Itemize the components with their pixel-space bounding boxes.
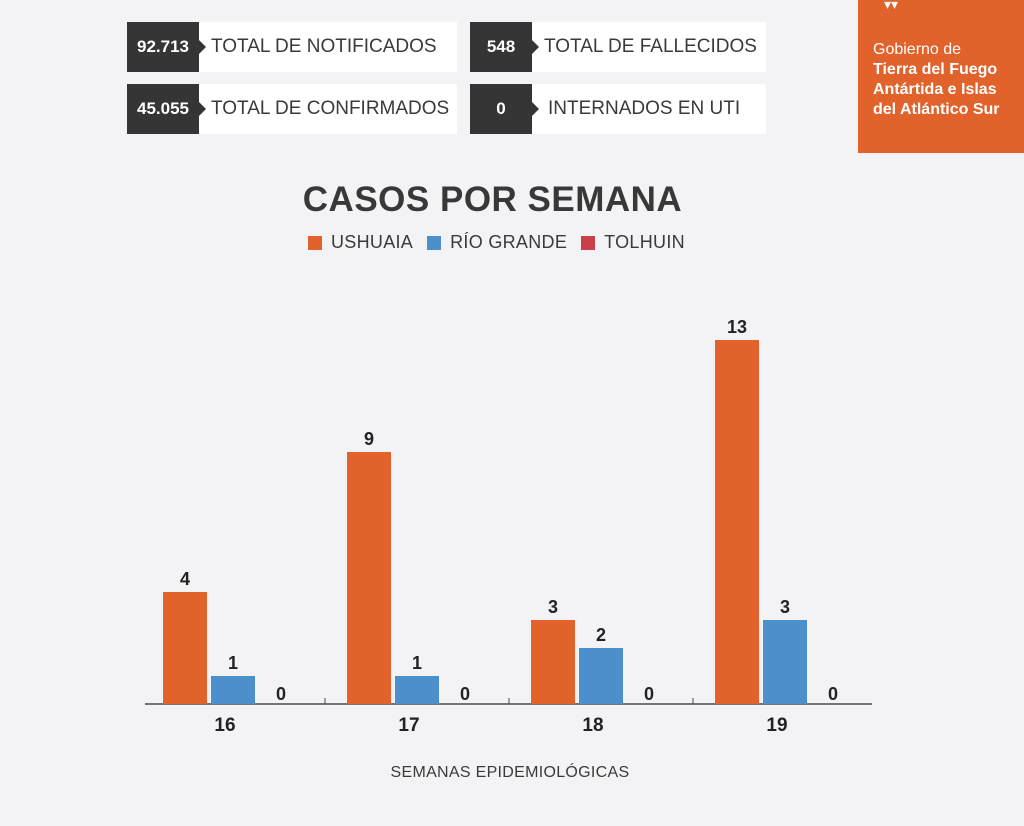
legend-item-ushuaia: USHUAIA	[308, 232, 413, 253]
legend-label: USHUAIA	[331, 232, 414, 252]
data-label-tolhuin-17: 0	[460, 684, 470, 704]
logo-mark-icon: ▾▾	[884, 0, 899, 12]
stat-label: TOTAL DE CONFIRMADOS	[211, 98, 450, 119]
gov-line-2: Tierra del Fuego	[873, 61, 998, 78]
data-label-ushuaia-19: 13	[727, 317, 747, 337]
x-tick-label-17: 17	[398, 715, 419, 736]
x-tick-label-19: 19	[766, 715, 787, 736]
x-axis-title: SEMANAS EPIDEMIOLÓGICAS	[390, 764, 630, 781]
stat-label: TOTAL DE FALLECIDOS	[544, 36, 757, 57]
data-label-tolhuin-16: 0	[276, 684, 286, 704]
bar-ushuaia-17	[347, 452, 391, 704]
bar-rio-grande-18	[579, 648, 623, 704]
x-tick-label-18: 18	[582, 715, 603, 736]
chart-title: CASOS POR SEMANA	[302, 180, 683, 219]
data-label-ushuaia-17: 9	[364, 429, 374, 449]
bar-ushuaia-16	[163, 592, 207, 704]
legend-label: RÍO GRANDE	[450, 232, 568, 252]
data-label-ushuaia-18: 3	[548, 597, 558, 617]
stat-total-notificados: 92.713 TOTAL DE NOTIFICADOS	[127, 22, 457, 72]
legend-swatch	[308, 235, 322, 250]
government-logo-block: ▾▾ Gobierno de Tierra del Fuego Antártid…	[858, 0, 1024, 153]
legend-swatch	[427, 235, 442, 250]
stat-value: 0	[470, 84, 539, 134]
bar-ushuaia-19	[715, 340, 759, 704]
stat-value: 45.055	[127, 84, 206, 134]
bar-ushuaia-18	[531, 620, 575, 704]
legend-swatch	[581, 235, 596, 250]
bar-rio-grande-16	[211, 676, 255, 704]
data-label-rio-grande-18: 2	[596, 625, 606, 645]
stat-label: INTERNADOS EN UTI	[548, 98, 741, 119]
data-label-rio-grande-19: 3	[780, 597, 790, 617]
x-tick-label-16: 16	[214, 715, 235, 736]
bar-rio-grande-19	[763, 620, 807, 704]
gov-line-4: del Atlántico Sur	[873, 101, 1000, 118]
stat-value: 92.713	[127, 22, 206, 72]
data-label-tolhuin-19: 0	[828, 684, 838, 704]
chart-legend: USHUAIA RÍO GRANDE TOLHUIN	[308, 232, 699, 253]
data-label-rio-grande-16: 1	[228, 653, 238, 673]
legend-item-rio-grande: RÍO GRANDE	[427, 232, 567, 253]
gov-line-1: Gobierno de	[873, 41, 962, 58]
data-label-ushuaia-16: 4	[180, 569, 190, 589]
data-label-rio-grande-17: 1	[412, 653, 422, 673]
stat-value: 548	[470, 22, 539, 72]
stat-total-fallecidos: 548 TOTAL DE FALLECIDOS	[470, 22, 766, 72]
legend-item-tolhuin: TOLHUIN	[581, 232, 685, 253]
bar-rio-grande-17	[395, 676, 439, 704]
stat-label: TOTAL DE NOTIFICADOS	[211, 36, 437, 57]
stat-internados-uti: 0 INTERNADOS EN UTI	[470, 84, 766, 134]
data-label-tolhuin-18: 0	[644, 684, 654, 704]
gov-line-3: Antártida e Islas	[873, 81, 997, 98]
legend-label: TOLHUIN	[604, 232, 685, 252]
stat-total-confirmados: 45.055 TOTAL DE CONFIRMADOS	[127, 84, 457, 134]
